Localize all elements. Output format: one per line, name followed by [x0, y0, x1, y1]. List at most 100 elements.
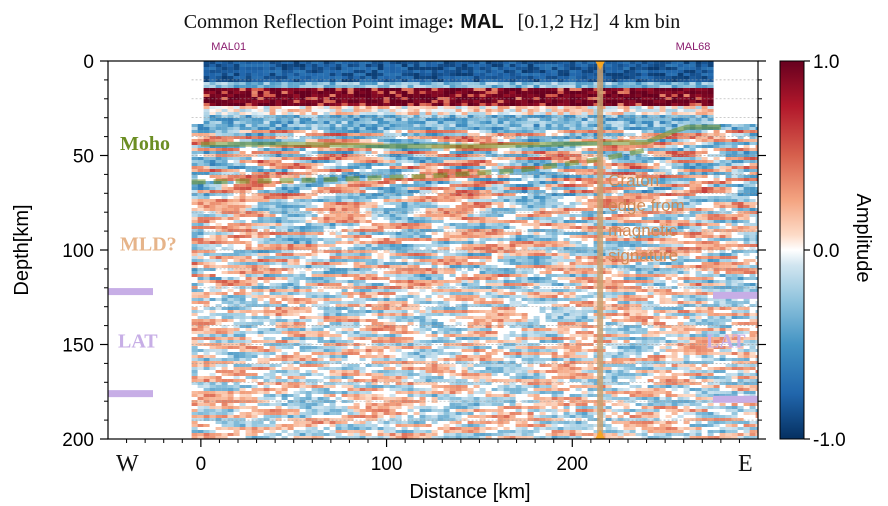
heatmap-cell	[569, 106, 576, 109]
heatmap-cell	[755, 148, 758, 151]
heatmap-cell	[725, 151, 732, 154]
heatmap-cell	[383, 142, 390, 145]
heatmap-cell	[317, 106, 324, 109]
heatmap-cell	[341, 64, 348, 67]
heatmap-cell	[695, 61, 702, 64]
heatmap-cell	[545, 76, 552, 79]
heatmap-cell	[581, 229, 588, 232]
heatmap-cell	[539, 67, 546, 70]
heatmap-cell	[635, 214, 642, 217]
heatmap-cell	[437, 76, 444, 79]
heatmap-cell	[629, 166, 636, 169]
heatmap-cell	[365, 220, 372, 223]
heatmap-cell	[623, 169, 630, 172]
heatmap-cell	[683, 130, 690, 133]
heatmap-cell	[317, 178, 324, 181]
heatmap-cell	[431, 124, 438, 127]
heatmap-cell	[449, 106, 456, 109]
heatmap-cell	[443, 154, 450, 157]
heatmap-cell	[251, 88, 258, 91]
heatmap-cell	[389, 91, 396, 94]
heatmap-cell	[401, 73, 408, 76]
heatmap-cell	[629, 127, 636, 130]
heatmap-cell	[551, 184, 558, 187]
heatmap-cell	[191, 157, 198, 160]
heatmap-cell	[221, 196, 228, 199]
heatmap-cell	[581, 82, 588, 85]
heatmap-cell	[473, 115, 480, 118]
heatmap-cell	[731, 151, 738, 154]
heatmap-cell	[329, 175, 336, 178]
heatmap-cell	[569, 91, 576, 94]
heatmap-cell	[251, 223, 258, 226]
heatmap-cell	[725, 166, 732, 169]
heatmap-cell	[335, 175, 342, 178]
heatmap-cell	[701, 169, 708, 172]
heatmap-cell	[653, 133, 660, 136]
heatmap-cell	[563, 232, 570, 235]
heatmap-cell	[389, 127, 396, 130]
heatmap-cell	[569, 214, 576, 217]
heatmap-cell	[653, 88, 660, 91]
heatmap-cell	[233, 151, 240, 154]
heatmap-cell	[569, 175, 576, 178]
heatmap-cell	[743, 166, 750, 169]
heatmap-cell	[569, 127, 576, 130]
heatmap-cell	[227, 211, 234, 214]
heatmap-cell	[383, 61, 390, 64]
heatmap-cell	[605, 145, 612, 148]
heatmap-cell	[725, 217, 732, 220]
heatmap-cell	[425, 223, 432, 226]
heatmap-cell	[449, 70, 456, 73]
heatmap-cell	[227, 157, 234, 160]
heatmap-cell	[275, 151, 282, 154]
heatmap-cell	[287, 85, 294, 88]
heatmap-cell	[521, 184, 528, 187]
heatmap-cell	[269, 217, 276, 220]
heatmap-cell	[653, 208, 660, 211]
heatmap-cell	[389, 142, 396, 145]
heatmap-cell	[623, 145, 630, 148]
heatmap-cell	[437, 82, 444, 85]
heatmap-cell	[401, 139, 408, 142]
heatmap-cell	[209, 187, 216, 190]
heatmap-cell	[257, 199, 264, 202]
heatmap-cell	[557, 217, 564, 220]
heatmap-cell	[701, 196, 708, 199]
heatmap-cell	[593, 175, 600, 178]
heatmap-cell	[539, 91, 546, 94]
heatmap-cell	[611, 223, 618, 226]
heatmap-cell	[659, 100, 666, 103]
heatmap-cell	[653, 199, 660, 202]
heatmap-cell	[425, 214, 432, 217]
heatmap-cell	[305, 64, 312, 67]
heatmap-cell	[659, 142, 666, 145]
heatmap-cell	[503, 94, 510, 97]
heatmap-cell	[269, 223, 276, 226]
heatmap-cell	[425, 166, 432, 169]
heatmap-cell	[371, 163, 378, 166]
heatmap-cell	[491, 223, 498, 226]
heatmap-cell	[227, 202, 234, 205]
heatmap-cell	[557, 169, 564, 172]
heatmap-cell	[461, 61, 468, 64]
heatmap-cell	[239, 202, 246, 205]
heatmap-cell	[347, 97, 354, 100]
heatmap-cell	[449, 178, 456, 181]
heatmap-cell	[671, 82, 678, 85]
heatmap-cell	[413, 103, 420, 106]
heatmap-cell	[605, 133, 612, 136]
heatmap-cell	[335, 223, 342, 226]
heatmap-cell	[629, 100, 636, 103]
heatmap-cell	[695, 220, 702, 223]
heatmap-cell	[575, 109, 582, 112]
heatmap-cell	[359, 151, 366, 154]
heatmap-cell	[257, 235, 264, 238]
heatmap-cell	[731, 139, 738, 142]
heatmap-cell	[389, 226, 396, 229]
heatmap-cell	[311, 61, 318, 64]
heatmap-cell	[473, 166, 480, 169]
heatmap-cell	[581, 139, 588, 142]
heatmap-cell	[419, 199, 426, 202]
heatmap-cell	[347, 223, 354, 226]
